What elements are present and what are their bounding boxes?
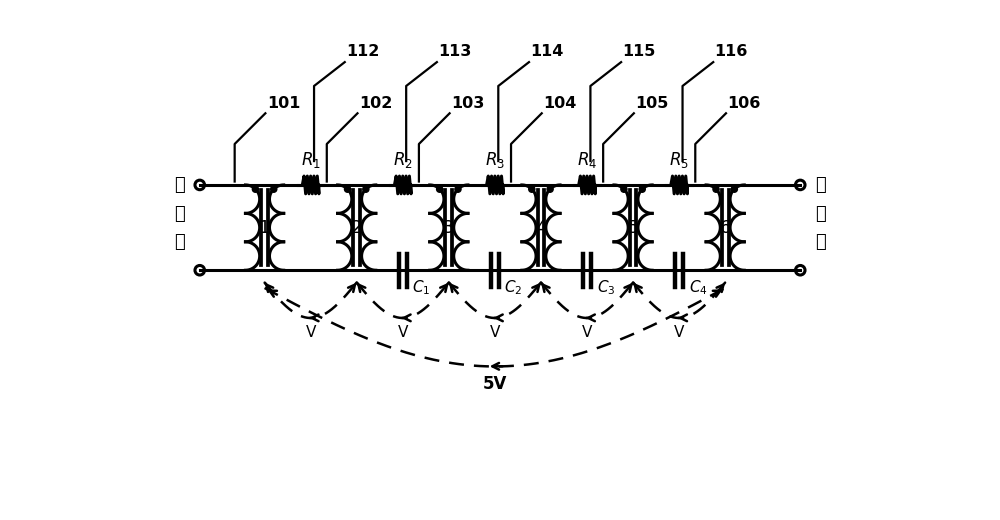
Text: V: V: [490, 325, 500, 340]
Text: $R_5$: $R_5$: [669, 150, 689, 170]
Circle shape: [621, 186, 627, 192]
Text: 4: 4: [535, 218, 547, 237]
Text: 115: 115: [622, 44, 656, 59]
Circle shape: [271, 186, 277, 192]
Text: $R_3$: $R_3$: [485, 150, 505, 170]
Text: V: V: [674, 325, 684, 340]
Text: $C_3$: $C_3$: [597, 278, 615, 297]
Circle shape: [344, 186, 351, 192]
Text: V: V: [305, 325, 316, 340]
Text: V: V: [582, 325, 592, 340]
Text: $C_4$: $C_4$: [689, 278, 707, 297]
Text: 端: 端: [174, 233, 185, 251]
Text: 116: 116: [715, 44, 748, 59]
Text: V: V: [398, 325, 408, 340]
Text: $C_1$: $C_1$: [412, 278, 431, 297]
Circle shape: [713, 186, 719, 192]
Text: 1: 1: [259, 218, 270, 237]
Text: 端: 端: [815, 233, 826, 251]
Text: 压: 压: [815, 204, 826, 223]
Text: 103: 103: [451, 96, 484, 111]
Circle shape: [547, 186, 553, 192]
Text: 3: 3: [443, 218, 455, 237]
Text: 101: 101: [267, 96, 300, 111]
Circle shape: [639, 186, 645, 192]
Text: 2: 2: [351, 218, 362, 237]
Circle shape: [455, 186, 461, 192]
Text: 106: 106: [727, 96, 761, 111]
Text: 5V: 5V: [483, 374, 507, 393]
Text: 114: 114: [530, 44, 564, 59]
Text: 压: 压: [174, 204, 185, 223]
Text: $R_2$: $R_2$: [393, 150, 413, 170]
Text: 104: 104: [543, 96, 576, 111]
Text: $R_1$: $R_1$: [301, 150, 321, 170]
Text: 113: 113: [438, 44, 472, 59]
Circle shape: [252, 186, 258, 192]
Circle shape: [529, 186, 535, 192]
Text: 6: 6: [719, 218, 731, 237]
Text: 102: 102: [359, 96, 392, 111]
Text: 5: 5: [627, 218, 639, 237]
Text: 低: 低: [174, 176, 185, 194]
Text: 高: 高: [815, 176, 826, 194]
Text: $R_4$: $R_4$: [577, 150, 597, 170]
Text: 112: 112: [346, 44, 379, 59]
Circle shape: [731, 186, 737, 192]
Text: $C_2$: $C_2$: [504, 278, 523, 297]
Text: 105: 105: [635, 96, 669, 111]
Circle shape: [437, 186, 443, 192]
Circle shape: [363, 186, 369, 192]
